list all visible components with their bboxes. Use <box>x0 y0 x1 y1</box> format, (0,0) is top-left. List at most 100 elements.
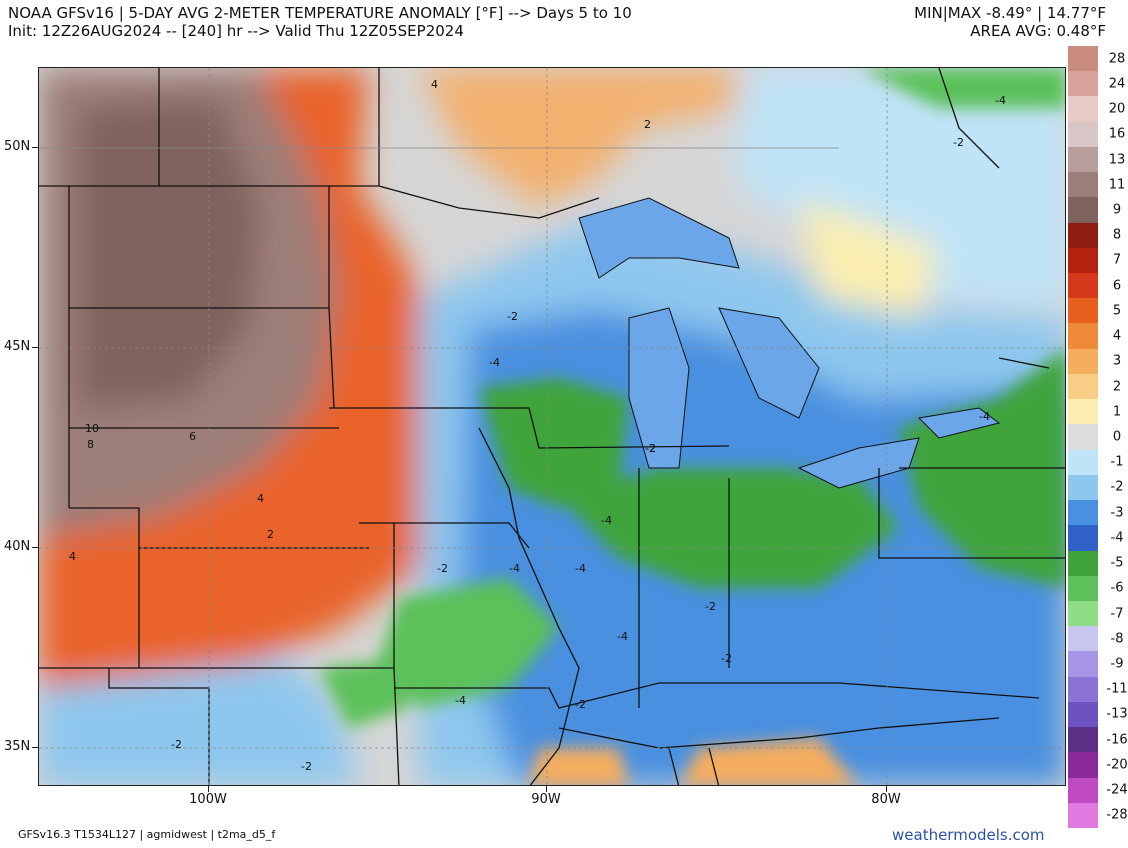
legend-swatch <box>1068 651 1098 678</box>
legend-swatch <box>1068 323 1098 350</box>
legend-label: 6 <box>1112 278 1122 294</box>
legend-label: -3 <box>1110 505 1124 521</box>
legend-label: -24 <box>1106 782 1128 798</box>
contour-label: -2 <box>705 600 716 613</box>
lon-label-100w: 100W <box>189 792 227 807</box>
contour-label: 8 <box>87 438 94 451</box>
contour-label: -4 <box>601 514 612 527</box>
legend-swatch <box>1068 348 1098 375</box>
legend-label: -1 <box>1110 454 1124 470</box>
contour-label: -4 <box>509 562 520 575</box>
legend-label: 20 <box>1108 101 1126 117</box>
legend-swatch <box>1068 525 1098 551</box>
legend-swatch <box>1068 247 1098 274</box>
lat-tick <box>32 747 38 748</box>
lon-label-80w: 80W <box>871 792 901 807</box>
legend-swatch <box>1068 197 1098 224</box>
legend-label: -13 <box>1106 706 1128 722</box>
legend-swatch <box>1068 575 1098 602</box>
legend-swatch <box>1068 802 1098 829</box>
legend-label: 16 <box>1108 126 1126 142</box>
map-subtitle: Init: 12Z26AUG2024 -- [240] hr --> Valid… <box>8 22 464 40</box>
lon-tick <box>546 786 547 792</box>
legend-label: -5 <box>1110 555 1124 571</box>
legend-label: 3 <box>1112 353 1122 369</box>
color-legend: 28 24 20 16 13 11 9 8 7 6 5 4 3 2 1 0 -1 -2 -3 -4 -5 -6 -7 -8 -9… <box>1068 46 1128 829</box>
legend-swatch <box>1068 727 1098 753</box>
site-credit: weathermodels.com <box>892 826 1045 844</box>
contour-label: -2 <box>953 136 964 149</box>
legend-label: 1 <box>1112 404 1122 420</box>
contour-label: -4 <box>489 356 500 369</box>
lon-tick <box>208 786 209 792</box>
contour-label: -4 <box>979 410 990 423</box>
legend-label: 13 <box>1108 152 1126 168</box>
legend-swatch <box>1068 121 1098 148</box>
legend-swatch <box>1068 96 1098 123</box>
legend-label: 7 <box>1112 252 1122 268</box>
contour-label: 6 <box>189 430 196 443</box>
legend-label: -7 <box>1110 606 1124 622</box>
legend-swatch <box>1068 676 1098 703</box>
legend-label: 4 <box>1112 328 1122 344</box>
legend-swatch <box>1068 449 1098 476</box>
legend-label: -4 <box>1110 530 1124 546</box>
legend-label: 24 <box>1108 76 1126 92</box>
legend-swatch <box>1068 298 1098 324</box>
legend-label: -28 <box>1106 807 1128 823</box>
contour-label: 2 <box>267 528 274 541</box>
legend-swatch <box>1068 424 1098 451</box>
legend-label: -9 <box>1110 656 1124 672</box>
legend-swatch <box>1068 600 1098 627</box>
legend-swatch <box>1068 474 1098 501</box>
contour-label: 4 <box>69 550 76 563</box>
legend-swatch <box>1068 373 1098 400</box>
contour-label: -4 <box>617 630 628 643</box>
lat-label-50n: 50N <box>4 139 31 154</box>
lat-label-35n: 35N <box>4 739 31 754</box>
lon-tick <box>886 786 887 792</box>
map-canvas: 4 2 -4 -2 -2 -4 -2 -4 -4 -2 -4 -4 -4 -2 … <box>39 68 1065 785</box>
contour-label: -2 <box>437 562 448 575</box>
contour-label: -2 <box>645 442 656 455</box>
legend-swatch <box>1068 550 1098 577</box>
contour-label: -4 <box>455 694 466 707</box>
legend-swatch <box>1068 752 1098 779</box>
min-max-readout: MIN|MAX -8.49° | 14.77°F <box>914 4 1106 22</box>
legend-label: 5 <box>1112 303 1122 319</box>
legend-swatch <box>1068 71 1098 97</box>
contour-label: -2 <box>645 442 656 455</box>
legend-label: 0 <box>1112 429 1122 445</box>
lat-tick <box>32 147 38 148</box>
legend-label: 11 <box>1108 177 1126 193</box>
legend-label: -16 <box>1106 732 1128 748</box>
lon-label-90w: 90W <box>531 792 561 807</box>
contour-label: 4 <box>257 492 264 505</box>
anomaly-map: 4 2 -4 -2 -2 -4 -2 -4 -4 -2 -4 -4 -4 -2 … <box>38 67 1066 786</box>
legend-swatch <box>1068 46 1098 72</box>
contour-label: -2 <box>171 738 182 751</box>
area-average-readout: AREA AVG: 0.48°F <box>970 22 1106 40</box>
legend-label: -20 <box>1106 757 1128 773</box>
contour-label: 2 <box>644 118 651 131</box>
legend-label: -2 <box>1110 479 1124 495</box>
legend-swatch <box>1068 500 1098 526</box>
legend-label: -11 <box>1106 681 1128 697</box>
contour-label: -2 <box>507 310 518 323</box>
legend-swatch <box>1068 399 1098 425</box>
legend-swatch <box>1068 146 1098 173</box>
contour-label: -4 <box>995 94 1006 107</box>
model-info: GFSv16.3 T1534L127 | agmidwest | t2ma_d5… <box>18 828 276 841</box>
legend-swatch <box>1068 701 1098 728</box>
legend-label: -6 <box>1110 580 1124 596</box>
contour-label: -2 <box>301 760 312 773</box>
contour-label: -2 <box>575 698 586 711</box>
lat-label-45n: 45N <box>4 339 31 354</box>
lat-label-40n: 40N <box>4 539 31 554</box>
legend-label: 28 <box>1108 51 1126 67</box>
legend-swatch <box>1068 222 1098 249</box>
legend-label: 2 <box>1112 379 1122 395</box>
legend-swatch <box>1068 777 1098 804</box>
legend-label: 8 <box>1112 227 1122 243</box>
contour-label: -2 <box>721 652 732 665</box>
